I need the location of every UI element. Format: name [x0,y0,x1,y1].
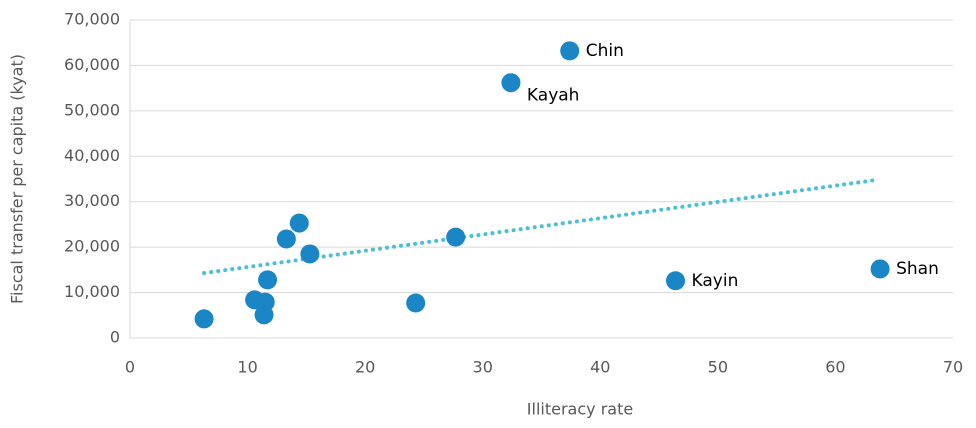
point [666,271,686,291]
point [501,73,521,93]
y-tick-label: 10,000 [64,282,120,301]
y-tick-label: 20,000 [64,237,120,256]
y-tick-label: 50,000 [64,100,120,119]
point [446,227,466,247]
y-tick-label: 30,000 [64,191,120,210]
x-tick-label: 30 [473,358,493,377]
x-tick-label: 0 [125,358,135,377]
point [870,259,890,279]
x-tick-label: 20 [355,358,375,377]
x-tick-label: 60 [825,358,845,377]
y-tick-label: 40,000 [64,146,120,165]
point-label: Shan [896,259,939,279]
y-tick-label: 0 [110,328,120,347]
point [289,213,309,233]
point [406,293,426,313]
x-tick-label: 40 [590,358,610,377]
y-tick-label: 70,000 [64,10,120,29]
point-label: Chin [586,41,624,61]
x-tick-label: 70 [943,358,963,377]
x-tick-label: 50 [708,358,728,377]
x-axis-label: Illiteracy rate [527,400,633,419]
y-tick-label: 60,000 [64,55,120,74]
point [300,244,320,264]
point [194,309,214,329]
point [254,305,274,325]
x-tick-label: 10 [237,358,257,377]
point-label: Kayin [692,271,739,291]
point [276,229,296,249]
point [258,270,278,290]
point [560,41,580,61]
y-axis-label: Fiscal transfer per capita (kyat) [8,54,27,304]
point-label: Kayah [527,86,580,106]
